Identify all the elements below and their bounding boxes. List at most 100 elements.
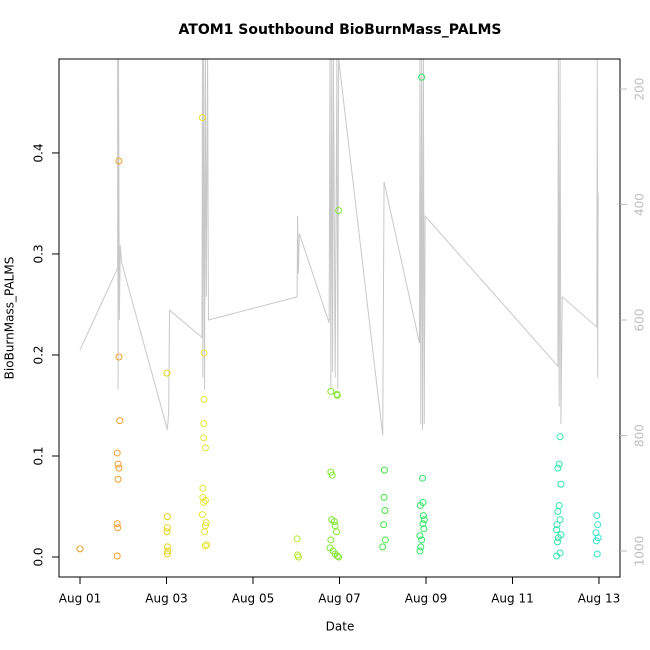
y-tick-label: 0.2 [32, 345, 46, 364]
point [333, 391, 341, 399]
x-axis-label: Date [326, 620, 355, 634]
y2-tick-label: 400 [633, 193, 647, 216]
point [593, 512, 601, 520]
point [201, 496, 209, 504]
point [201, 542, 209, 550]
point [198, 114, 206, 122]
y2-tick-label: 1000 [633, 536, 647, 567]
point [203, 541, 211, 549]
point [553, 526, 561, 534]
point [553, 552, 561, 560]
point [293, 535, 301, 543]
y-axis-label: BioBurnMass_PALMS [3, 257, 17, 380]
point [419, 520, 427, 528]
point [420, 525, 428, 533]
point [593, 550, 601, 558]
point [113, 520, 121, 528]
point [199, 484, 207, 492]
point [556, 516, 564, 524]
y2-tick-label: 600 [633, 309, 647, 332]
x-tick-label: Aug 13 [578, 592, 621, 606]
point [164, 547, 172, 555]
point [416, 532, 424, 540]
point [328, 471, 336, 479]
point [381, 536, 389, 544]
point [327, 387, 335, 395]
point [327, 536, 335, 544]
point [163, 369, 171, 377]
point [554, 508, 562, 516]
point [200, 395, 208, 403]
y-tick-label: 0.0 [32, 547, 46, 566]
point [380, 466, 388, 474]
point [553, 538, 561, 546]
point [76, 545, 84, 553]
point [115, 464, 123, 472]
point [113, 449, 121, 457]
point [198, 511, 206, 519]
point [163, 513, 171, 521]
point [418, 73, 426, 81]
point [555, 460, 563, 468]
x-tick-label: Aug 01 [59, 592, 102, 606]
point [557, 480, 565, 488]
point [553, 521, 561, 529]
y-tick-label: 0.3 [32, 244, 46, 263]
point [163, 543, 171, 551]
point [201, 444, 209, 452]
x-tick-label: Aug 09 [405, 592, 448, 606]
x-tick-label: Aug 05 [232, 592, 275, 606]
point [556, 433, 564, 441]
y2-tick-label: 200 [633, 78, 647, 101]
point [332, 528, 340, 536]
point [416, 547, 424, 555]
point [420, 516, 428, 524]
point [417, 543, 425, 551]
plot-area [76, 59, 602, 561]
point [113, 552, 121, 560]
point [294, 553, 302, 561]
point [335, 207, 343, 215]
point [116, 417, 124, 425]
point [115, 157, 123, 165]
point [554, 534, 562, 542]
point [163, 550, 171, 558]
point [202, 519, 210, 527]
y2-tick-label: 800 [633, 424, 647, 447]
y-tick-label: 0.4 [32, 143, 46, 162]
pressure-line [79, 59, 599, 436]
point [330, 518, 338, 526]
point [114, 524, 122, 532]
point [419, 474, 427, 482]
point [114, 475, 122, 483]
point [333, 552, 341, 560]
point [380, 521, 388, 529]
point [418, 536, 426, 544]
point [200, 434, 208, 442]
point [200, 420, 208, 428]
point [335, 553, 343, 561]
x-tick-label: Aug 11 [491, 592, 534, 606]
point [592, 537, 600, 545]
point [594, 521, 602, 529]
point [200, 498, 208, 506]
point [380, 493, 388, 501]
point [419, 512, 427, 520]
point [200, 349, 208, 357]
x-tick-label: Aug 03 [145, 592, 188, 606]
chart-title: ATOM1 Southbound BioBurnMass_PALMS [179, 22, 502, 38]
point [201, 528, 209, 536]
point [381, 507, 389, 515]
point [163, 528, 171, 536]
x-tick-label: Aug 07 [318, 592, 361, 606]
y-tick-label: 0.1 [32, 446, 46, 465]
point [114, 460, 122, 468]
point [379, 543, 387, 551]
point [416, 501, 424, 509]
point [163, 524, 171, 532]
point [554, 464, 562, 472]
point [115, 353, 123, 361]
